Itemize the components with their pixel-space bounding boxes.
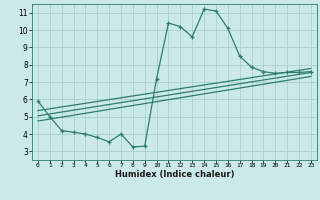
X-axis label: Humidex (Indice chaleur): Humidex (Indice chaleur): [115, 170, 234, 179]
